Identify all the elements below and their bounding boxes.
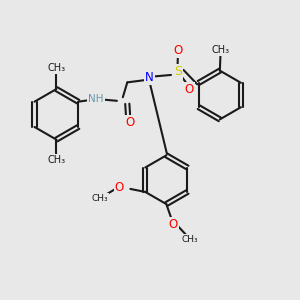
Text: CH₃: CH₃ [212,45,230,56]
Text: O: O [184,83,194,96]
Text: O: O [173,44,182,57]
Text: NH: NH [88,94,104,104]
Text: CH₃: CH₃ [92,194,108,203]
Text: N: N [145,71,154,84]
Text: O: O [169,218,178,231]
Text: CH₃: CH₃ [47,63,65,73]
Text: S: S [174,65,182,79]
Text: CH₃: CH₃ [181,235,198,244]
Text: O: O [115,181,124,194]
Text: O: O [126,116,135,129]
Text: CH₃: CH₃ [47,155,65,165]
